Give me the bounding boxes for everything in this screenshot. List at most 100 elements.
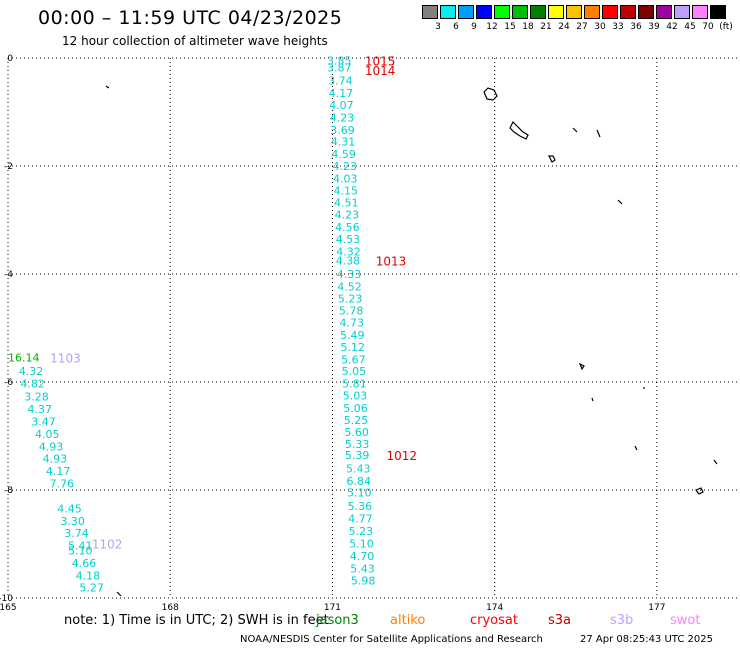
x-tick-label: 177 [648, 603, 665, 613]
legend-swatch [530, 5, 546, 19]
satellite-name: cryosat [470, 613, 518, 628]
legend-label: 30 [594, 22, 606, 32]
wave-height-label: 3.47 [31, 415, 56, 428]
coastline [634, 445, 638, 451]
wave-height-label: 3.30 [60, 515, 85, 528]
legend-swatch [422, 5, 438, 19]
wave-height-label: 4.66 [72, 557, 97, 570]
pass-time-label: 1102 [92, 537, 123, 551]
wave-height-label: 4.73 [339, 317, 364, 330]
legend-label: 3 [435, 22, 441, 32]
wave-height-label: 3.28 [24, 391, 49, 404]
y-tick-label: -6 [4, 378, 13, 388]
wave-height-label: 4.17 [46, 465, 71, 478]
satellite-name: altiko [390, 613, 426, 628]
wave-height-label: 5.49 [340, 329, 365, 342]
satellite-name: s3b [610, 613, 634, 628]
legend-label: 15 [504, 22, 516, 32]
legend-swatch [692, 5, 708, 19]
pass-time-label: 1014 [365, 64, 396, 78]
wave-height-label: 4.23 [335, 209, 360, 222]
coastline [548, 155, 556, 163]
y-tick-label: -4 [4, 270, 13, 280]
coastline [596, 129, 601, 138]
wave-height-label: 5.67 [341, 353, 366, 366]
legend-swatch [566, 5, 582, 19]
x-tick-label: 168 [162, 603, 179, 613]
wave-height-label: 3.85 [327, 55, 352, 68]
wave-height-label: 5.43 [346, 462, 371, 475]
credit-line: NOAA/NESDIS Center for Satellite Applica… [240, 634, 543, 645]
wave-height-label: 5.39 [345, 449, 370, 462]
pass-time-label: 1015 [365, 55, 396, 69]
coastline [713, 459, 718, 465]
coastline [695, 487, 704, 495]
timestamp: 27 Apr 08:25:43 UTC 2025 [580, 634, 713, 645]
wave-height-label: 4.70 [350, 550, 375, 563]
wave-height-label: 5.33 [345, 438, 370, 451]
legend-label: 12 [486, 22, 498, 32]
pass-time-label: 1013 [376, 255, 407, 269]
wave-height-label: 5.98 [351, 575, 376, 588]
wave-height-label: 4.18 [76, 569, 101, 582]
wave-height-label: 4.23 [330, 111, 355, 124]
wave-height-label: 4.45 [57, 502, 82, 515]
wave-height-label: 7.76 [50, 478, 75, 491]
wave-height-label: 4.51 [334, 197, 359, 210]
wave-height-label: 4.93 [39, 440, 64, 453]
legend-swatch [476, 5, 492, 19]
footnote: note: 1) Time is in UTC; 2) SWH is in fe… [64, 613, 329, 628]
pass-time-label: 1103 [50, 352, 81, 366]
wave-height-label: 4.59 [331, 148, 356, 161]
y-tick-label: -10 [0, 594, 13, 604]
legend-swatch [440, 5, 456, 19]
legend-label: 45 [684, 22, 696, 32]
wave-height-label: 5.10 [349, 537, 374, 550]
legend-unit: (ft) [719, 22, 733, 32]
x-tick-label: 174 [486, 603, 503, 613]
wave-height-label: 3.87 [327, 62, 352, 75]
wave-height-label: 3.74 [328, 75, 353, 88]
legend-swatch [620, 5, 636, 19]
satellite-name: swot [670, 613, 701, 628]
y-tick-label: -2 [4, 162, 13, 172]
wave-height-label: 5.25 [344, 414, 369, 427]
wave-height-label: 4.05 [35, 428, 60, 441]
satellite-name: s3a [548, 613, 572, 628]
wave-height-label: 4.32 [19, 365, 44, 378]
legend-swatch [710, 5, 726, 19]
legend-label: 27 [576, 22, 588, 32]
wave-height-label: 4.07 [329, 99, 354, 112]
coastline [591, 397, 594, 402]
legend-swatch [656, 5, 672, 19]
wave-height-label: 3.74 [64, 527, 89, 540]
wave-height-label: 4.38 [336, 255, 361, 268]
legend-swatch [602, 5, 618, 19]
wave-height-label: 5.10 [68, 544, 93, 557]
coastline [617, 199, 623, 205]
legend-swatch [638, 5, 654, 19]
coastline [578, 362, 585, 371]
legend-label: 33 [612, 22, 624, 32]
legend-swatch [512, 5, 528, 19]
legend-swatch [548, 5, 564, 19]
wave-height-label: 5.60 [344, 426, 369, 439]
chart-title: 00:00 – 11:59 UTC 04/23/2025 [38, 7, 343, 29]
x-tick-label: 171 [324, 603, 341, 613]
legend-swatch [494, 5, 510, 19]
wave-height-label: 5.06 [343, 402, 368, 415]
pass-time-label: 1012 [387, 449, 418, 463]
coastline [572, 127, 578, 133]
legend-label: 9 [471, 22, 477, 32]
wave-height-label: 4.56 [335, 221, 360, 234]
wave-height-label: 5.36 [348, 500, 373, 513]
wave-height-label: 5.23 [349, 525, 374, 538]
wave-height-label: 5.81 [342, 378, 367, 391]
wave-height-label: 5.41 [68, 540, 93, 553]
wave-height-label: 4.37 [27, 403, 52, 416]
legend-label: 21 [540, 22, 552, 32]
wave-height-label: 5.05 [342, 365, 367, 378]
legend-label: 6 [453, 22, 459, 32]
wave-height-label: 16.14 [8, 352, 40, 365]
wave-height-label: 3.69 [330, 124, 355, 137]
